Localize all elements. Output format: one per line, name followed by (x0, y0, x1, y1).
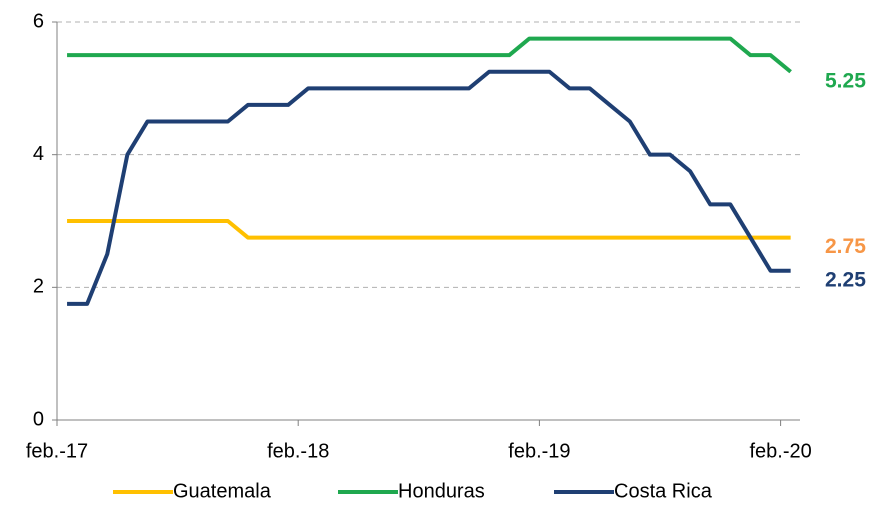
x-tick-label: feb.-19 (508, 440, 570, 462)
y-tick-label: 4 (33, 143, 44, 165)
end-label: 5.25 (825, 69, 866, 92)
legend-label: Guatemala (173, 480, 272, 502)
end-label: 2.75 (825, 235, 866, 258)
y-tick-label: 2 (33, 276, 44, 298)
x-tick-label: feb.-20 (749, 440, 811, 462)
series-line (67, 69, 791, 306)
x-tick-label: feb.-17 (26, 440, 88, 462)
y-tick-label: 6 (33, 10, 44, 32)
end-label: 2.25 (825, 268, 866, 291)
series-line (67, 219, 791, 240)
series-line (67, 36, 792, 74)
y-tick-label: 0 (33, 408, 44, 430)
legend-label: Costa Rica (614, 480, 713, 502)
legend-label: Honduras (398, 480, 485, 502)
x-tick-label: feb.-18 (267, 440, 329, 462)
